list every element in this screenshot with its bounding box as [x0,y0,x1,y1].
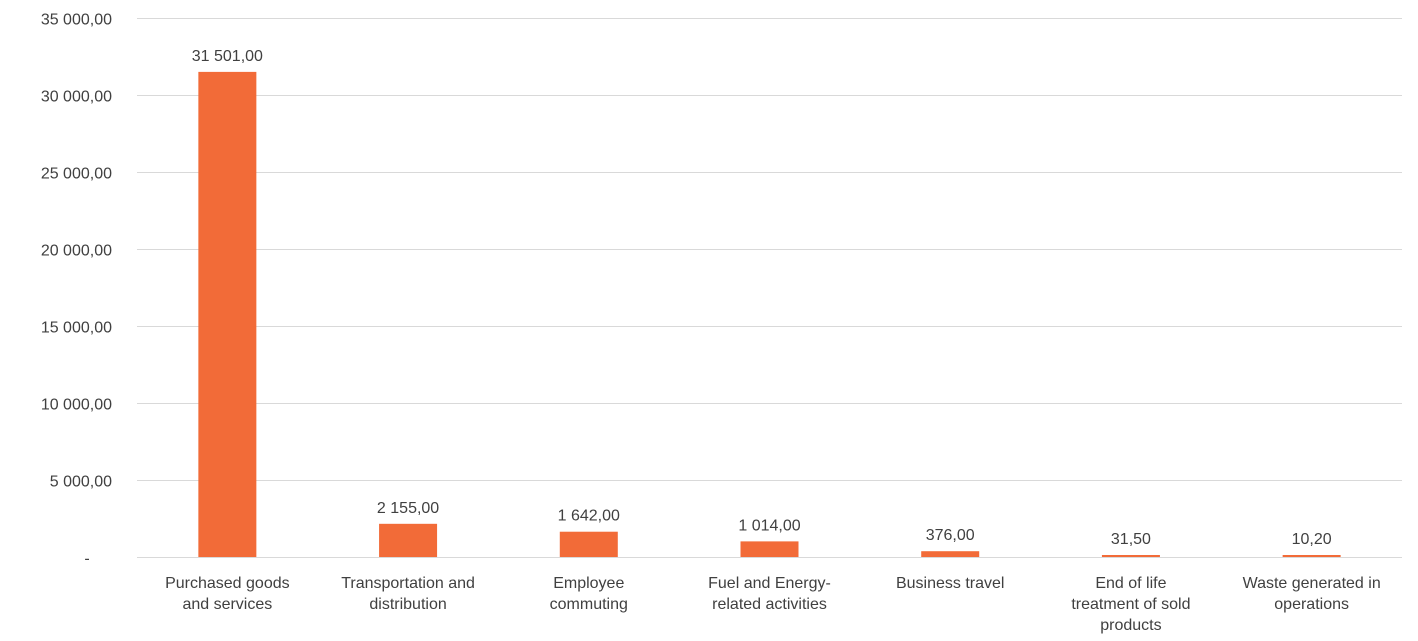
x-category-label: Fuel and Energy- [708,575,831,592]
y-tick-label: 25 000,00 [41,166,112,183]
x-category-label: treatment of sold [1071,596,1190,613]
data-label: 10,20 [1292,531,1332,548]
y-tick-label: - [84,551,89,568]
y-tick-label: 30 000,00 [41,89,112,106]
x-category-label: End of life [1095,575,1166,592]
bar [740,541,799,557]
x-category-label: products [1100,617,1161,634]
y-tick-label: 35 000,00 [41,12,112,29]
bar [379,523,438,557]
data-label: 376,00 [926,527,975,544]
x-category-label: Purchased goods [165,575,290,592]
x-category-label: and services [182,596,272,613]
data-label: 1 642,00 [558,508,620,525]
data-label: 1 014,00 [738,517,800,534]
bar [921,551,980,557]
y-tick-label: 10 000,00 [41,397,112,414]
x-category-label: Employee [553,575,624,592]
x-category-label: Business travel [896,575,1005,592]
y-tick-label: 20 000,00 [41,243,112,260]
x-category-label: related activities [712,596,827,613]
y-tick-label: 5 000,00 [50,474,112,491]
x-category-label: distribution [369,596,446,613]
data-label: 31,50 [1111,531,1151,548]
y-tick-label: 15 000,00 [41,320,112,337]
bar [559,531,618,557]
data-label: 2 155,00 [377,500,439,517]
x-category-label: Waste generated in [1243,575,1381,592]
x-category-label: Transportation and [341,575,475,592]
bar [1282,555,1341,557]
bar [198,71,257,558]
bar [1101,555,1160,557]
x-category-label: operations [1274,596,1349,613]
data-label: 31 501,00 [192,48,263,65]
x-category-label: commuting [550,596,628,613]
